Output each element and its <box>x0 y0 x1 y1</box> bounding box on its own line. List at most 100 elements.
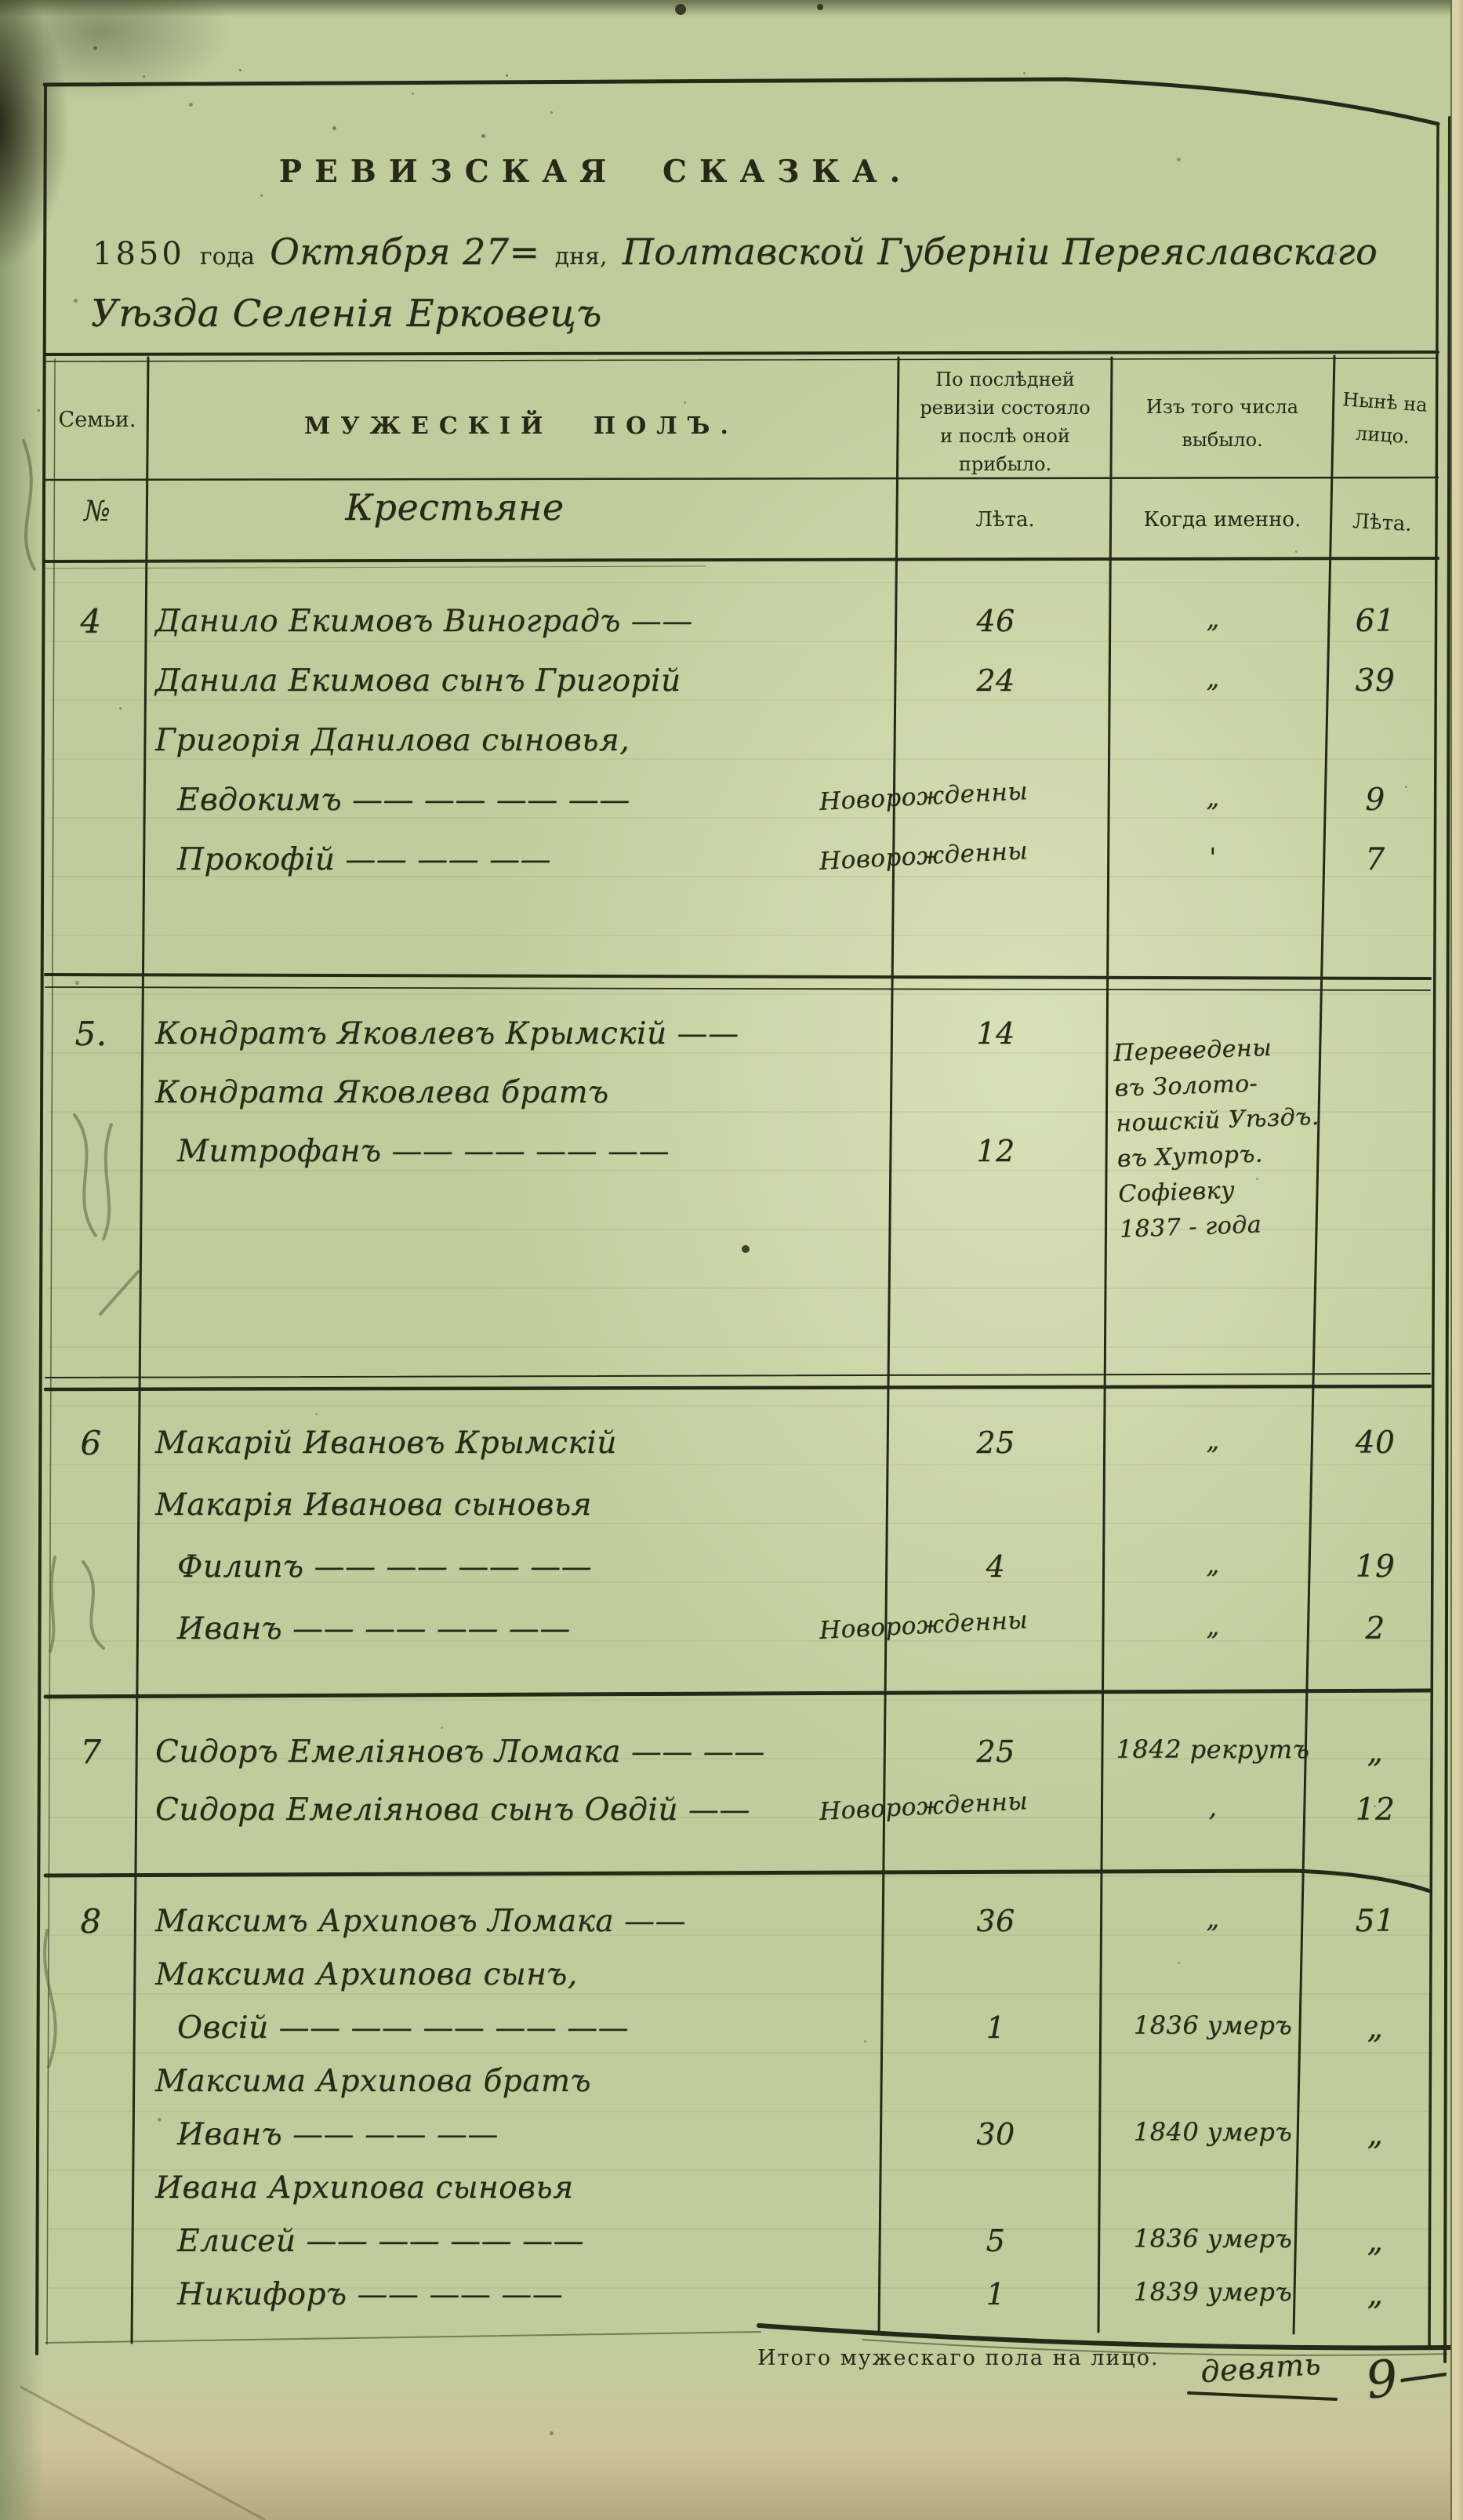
header-last-revision: По послѣдней ревизіи состояло и послѣ он… <box>920 369 1091 475</box>
subheader-years-right: Лѣта. <box>1352 510 1413 536</box>
table-row: Данила Екимова сынъ Григорій 24 „ 39 <box>0 663 1463 712</box>
departure-when: „ <box>1206 1611 1220 1641</box>
age-last-revision: Новорожденны <box>819 1787 1029 1826</box>
person-name: Данила Екимова сынъ Григорій <box>155 663 681 699</box>
departure-note-block: Переведены въ Золото- ношскій Уѣздъ. въ … <box>1113 1033 1320 1244</box>
person-name: Иванъ —— —— —— <box>177 2117 499 2152</box>
table-row: Сидоръ Емеліяновъ Ломака —— —— 25 1842 рек… <box>0 1734 1463 1783</box>
departure-when: , <box>1208 1792 1218 1822</box>
age-last-revision: 25 <box>976 1425 1015 1460</box>
age-now-present: 40 <box>1355 1425 1396 1461</box>
paper-crease <box>20 2385 266 2520</box>
age-now-present: 19 <box>1355 1549 1396 1585</box>
person-name: Макарія Иванова сыновья <box>155 1487 592 1523</box>
table-row: Иванъ —— —— —— 30 1840 умеръ „ <box>0 2117 1463 2166</box>
age-now-present: „ <box>1367 2224 1384 2259</box>
table-row: Максима Архипова сынъ, <box>0 1957 1463 2006</box>
person-name: Евдокимъ —— —— —— —— <box>177 783 630 818</box>
departure-when: 1840 умеръ <box>1133 2117 1293 2147</box>
age-last-revision: Новорожденны <box>819 777 1029 816</box>
person-name: Митрофанъ —— —— —— —— <box>177 1134 670 1169</box>
table-row: Сидора Емеліянова сынъ Овдій —— Новорожде… <box>0 1787 1463 1841</box>
age-now-present: „ <box>1367 2117 1384 2152</box>
person-name: Григорія Данилова сыновья, <box>155 723 630 758</box>
subheader-number: № <box>83 496 111 528</box>
age-last-revision: 1 <box>986 2277 1006 2311</box>
person-name: Макарій Ивановъ Крымскій <box>155 1425 617 1461</box>
departure-when: „ <box>1206 1549 1220 1579</box>
age-now-present: 9 <box>1365 783 1385 818</box>
age-last-revision: 24 <box>976 663 1015 698</box>
date-line: 1850 года Октября 27= дня, Полтавской Гу… <box>93 231 1425 273</box>
person-name: Иванъ —— —— —— —— <box>177 1611 571 1647</box>
family-number: 4 <box>80 602 102 641</box>
paper-speckles <box>0 0 2 2</box>
age-last-revision: 4 <box>986 1549 1006 1584</box>
table-row: Прокофій —— —— —— Новорожденны ' 7 <box>0 837 1463 891</box>
departure-when: 1839 умеръ <box>1133 2277 1293 2307</box>
departure-when: 1836 умеръ <box>1133 2010 1293 2040</box>
departure-when: 1836 умеръ <box>1133 2224 1293 2253</box>
age-now-present: 12 <box>1355 1792 1396 1828</box>
person-name: Прокофій —— —— —— <box>177 842 552 877</box>
table-row: Макарія Иванова сыновья <box>0 1487 1463 1536</box>
departure-when: „ <box>1206 663 1220 693</box>
subheader-years-left: Лѣта. <box>975 508 1035 532</box>
age-now-present: 2 <box>1365 1611 1385 1647</box>
age-last-revision: 12 <box>976 1134 1015 1168</box>
age-last-revision: 14 <box>976 1016 1015 1051</box>
total-label: Итого мужескаго пола на лицо. <box>757 2346 1160 2370</box>
total-written: девять <box>1199 2346 1323 2390</box>
subheader-class: Крестьяне <box>345 486 565 528</box>
table-row: Данило Екимовъ Виноградъ —— 46 „ 61 <box>0 604 1463 652</box>
subheader-when-exactly: Когда именно. <box>1143 508 1301 532</box>
person-name: Сидора Емеліянова сынъ Овдій —— <box>155 1792 750 1828</box>
table-row: Митрофанъ —— —— —— —— 12 <box>0 1134 1463 1182</box>
header-now-present: Нынѣ на лицо. <box>1341 388 1429 448</box>
age-last-revision: 30 <box>976 2117 1015 2151</box>
age-last-revision: Новорожденны <box>819 1606 1029 1645</box>
person-name: Филипъ —— —— —— —— <box>177 1549 593 1585</box>
next-page-edge <box>1450 0 1463 2520</box>
person-name: Сидоръ Емеліяновъ Ломака —— —— <box>155 1734 765 1770</box>
table-row: Максимъ Архиповъ Ломака —— 36 „ 51 <box>0 1904 1463 1952</box>
table-row: Филипъ —— —— —— —— 4 „ 19 <box>0 1549 1463 1598</box>
table-row: Иванъ —— —— —— —— Новорожденны „ 2 <box>0 1606 1463 1660</box>
family-number: 6 <box>80 1424 102 1462</box>
age-last-revision: 5 <box>986 2224 1006 2258</box>
departure-when: „ <box>1206 783 1220 812</box>
date-year: 1850 <box>93 236 185 272</box>
age-now-present: 39 <box>1355 663 1396 699</box>
age-now-present: 61 <box>1355 604 1396 639</box>
person-name: Максима Архипова сынъ, <box>155 1957 578 1992</box>
table-row: Кондратъ Яковлевъ Крымскій —— 14 <box>0 1016 1463 1065</box>
departure-when: „ <box>1206 1904 1220 1934</box>
departure-when: „ <box>1206 604 1220 634</box>
person-name: Елисей —— —— —— —— <box>177 2224 585 2259</box>
header-departed: Изъ того числа выбыло. <box>1145 396 1299 451</box>
person-name: Кондратъ Яковлевъ Крымскій —— <box>155 1016 739 1051</box>
age-now-present: 51 <box>1355 1904 1396 1939</box>
table-row: Макарій Ивановъ Крымскій 25 „ 40 <box>0 1425 1463 1474</box>
age-last-revision: 25 <box>976 1734 1015 1769</box>
date-month-day: Октября 27= <box>270 231 540 273</box>
date-line-2: Уѣзда Селенія Ерковецъ <box>91 292 602 336</box>
table-row: Елисей —— —— —— —— 5 1836 умеръ „ <box>0 2224 1463 2272</box>
departure-when: ' <box>1209 842 1217 872</box>
family-number: 7 <box>80 1733 102 1771</box>
person-name: Овсій —— —— —— —— —— <box>177 2010 630 2046</box>
table-row: Овсій —— —— —— —— —— 1 1836 умеръ „ <box>0 2010 1463 2059</box>
family-number: 5. <box>74 1015 107 1053</box>
person-name: Ивана Архипова сыновья <box>155 2170 574 2206</box>
person-name: Максима Архипова братъ <box>155 2064 591 2099</box>
table-row: Ивана Архипова сыновья <box>0 2170 1463 2219</box>
date-region: Полтавской Губерніи Переяславскаго <box>622 231 1378 273</box>
age-last-revision: 1 <box>986 2010 1006 2045</box>
date-day-word: дня, <box>554 243 608 271</box>
header-male-sex: МУЖЕСКІЙ ПОЛЪ. <box>304 412 739 440</box>
age-last-revision: 36 <box>976 1904 1015 1938</box>
family-number: 8 <box>80 1902 102 1941</box>
person-name: Данило Екимовъ Виноградъ —— <box>155 604 693 639</box>
age-now-present: „ <box>1367 2010 1384 2046</box>
